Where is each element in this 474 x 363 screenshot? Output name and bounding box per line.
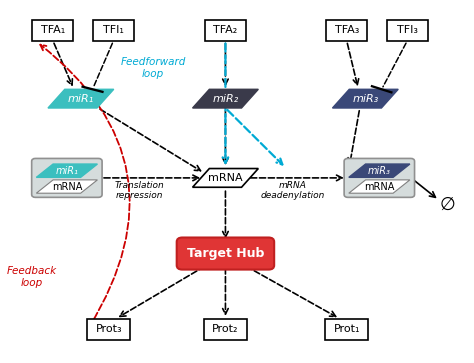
Text: mRNA: mRNA: [364, 182, 394, 192]
Polygon shape: [48, 89, 114, 108]
Text: TFA₁: TFA₁: [41, 25, 65, 35]
Polygon shape: [332, 89, 398, 108]
FancyBboxPatch shape: [32, 20, 73, 41]
Polygon shape: [36, 180, 98, 193]
Text: miR₂: miR₂: [212, 94, 238, 104]
Text: miR₁: miR₁: [55, 166, 78, 176]
Text: Prot₃: Prot₃: [96, 324, 122, 334]
Polygon shape: [192, 89, 258, 108]
Polygon shape: [349, 180, 410, 193]
FancyBboxPatch shape: [32, 158, 102, 197]
FancyArrowPatch shape: [40, 45, 130, 327]
FancyBboxPatch shape: [344, 158, 415, 197]
FancyBboxPatch shape: [204, 319, 247, 340]
FancyBboxPatch shape: [177, 237, 274, 270]
Text: TFA₂: TFA₂: [213, 25, 237, 35]
Text: mRNA: mRNA: [208, 173, 243, 183]
Text: mRNA
deadenylation: mRNA deadenylation: [261, 181, 325, 200]
Text: Prot₂: Prot₂: [212, 324, 239, 334]
Text: miR₁: miR₁: [68, 94, 94, 104]
Text: Target Hub: Target Hub: [187, 247, 264, 260]
Text: miR₃: miR₃: [352, 94, 378, 104]
Text: miR₃: miR₃: [368, 166, 391, 176]
FancyBboxPatch shape: [87, 319, 130, 340]
Text: TFI₃: TFI₃: [397, 25, 418, 35]
Polygon shape: [36, 164, 98, 178]
Text: TFI₁: TFI₁: [103, 25, 124, 35]
FancyBboxPatch shape: [387, 20, 428, 41]
Polygon shape: [349, 164, 410, 178]
Text: Feedback
loop: Feedback loop: [7, 266, 57, 288]
FancyBboxPatch shape: [93, 20, 134, 41]
FancyBboxPatch shape: [325, 319, 368, 340]
Text: ∅: ∅: [439, 196, 455, 214]
Text: TFA₃: TFA₃: [335, 25, 359, 35]
Text: Translation
repression: Translation repression: [114, 181, 164, 200]
Text: mRNA: mRNA: [52, 182, 82, 192]
FancyBboxPatch shape: [205, 20, 246, 41]
Text: Feedforward
loop: Feedforward loop: [120, 57, 186, 79]
Polygon shape: [192, 168, 258, 187]
Text: Prot₁: Prot₁: [333, 324, 360, 334]
FancyBboxPatch shape: [326, 20, 367, 41]
